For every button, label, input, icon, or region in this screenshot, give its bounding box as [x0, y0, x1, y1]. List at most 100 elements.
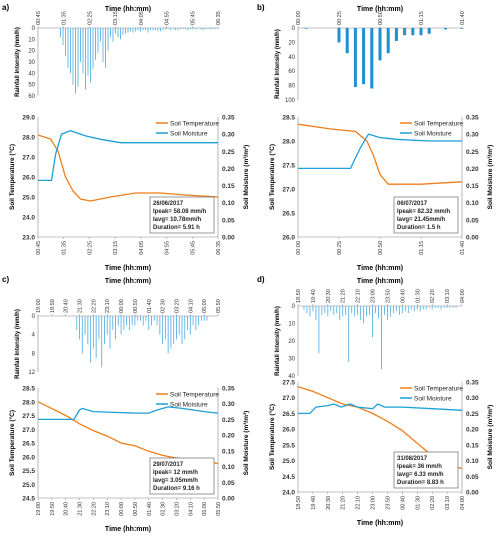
- soil-y2-tick-label: 0.25: [466, 411, 479, 418]
- soil-y-tick-label: 26.0: [22, 175, 35, 182]
- soil-y2-tick-label: 0.10: [222, 464, 235, 471]
- soil-x-tick-label: 04:10: [188, 502, 194, 516]
- event-info-line: 06/07/2017: [397, 201, 428, 207]
- rain-x-tick-label: 01:30: [415, 289, 421, 303]
- rain-bar: [134, 316, 136, 326]
- rain-bar: [192, 28, 194, 30]
- rain-bar: [70, 28, 71, 74]
- rain-bar: [187, 28, 189, 31]
- rain-bar: [212, 28, 214, 30]
- soil-x-tick-label: 04:05: [139, 241, 145, 255]
- rain-bar: [122, 28, 124, 35]
- soil-y2-tick-label: 0.10: [222, 200, 235, 207]
- rain-bar: [215, 28, 216, 30]
- event-info-line: 31/08/2017: [397, 456, 428, 462]
- rain-x-tick-label: 05:00: [202, 299, 208, 313]
- rain-bar: [72, 28, 74, 85]
- rain-y-tick-label: 20: [288, 40, 295, 46]
- soil-y-tick-label: 25.5: [22, 468, 35, 475]
- rain-bar: [87, 316, 89, 344]
- soil-x-tick-label: 02:30: [161, 502, 167, 516]
- rain-bar: [172, 28, 174, 30]
- rain-bar: [117, 316, 119, 326]
- rain-bar: [137, 316, 139, 321]
- rain-x-tick-label: 05:50: [216, 299, 222, 313]
- rain-bar: [306, 306, 308, 313]
- soil-y-tick-label: 24.0: [282, 490, 295, 497]
- rain-bar: [180, 28, 181, 30]
- rain-bar: [203, 316, 205, 321]
- rain-bar: [170, 28, 171, 31]
- rain-bar: [428, 306, 430, 308]
- rain-bar: [327, 306, 329, 317]
- rain-x-tick-label: 19:50: [50, 299, 56, 313]
- rain-bar: [95, 28, 96, 60]
- rain-bar: [131, 316, 133, 326]
- rain-x-tick-label: 21:20: [341, 289, 347, 303]
- soil-x-tick-label: 23:00: [371, 496, 377, 510]
- soil-x-tick-label: 06:35: [216, 241, 222, 255]
- rain-bar: [150, 28, 151, 31]
- rain-bar: [162, 316, 164, 344]
- soil-y2-tick-label: 0.25: [222, 417, 235, 424]
- rain-bar: [363, 306, 365, 324]
- soil-y2-tick-label: 0.30: [466, 132, 479, 139]
- rain-bar: [353, 28, 357, 88]
- rain-x-tick-label: 23:10: [105, 299, 111, 313]
- rain-bar: [206, 316, 208, 321]
- rain-bar: [452, 306, 454, 308]
- rain-bar: [337, 28, 341, 43]
- rain-bar: [386, 28, 390, 54]
- rain-x-tick-label: 04:10: [188, 299, 194, 313]
- soil-temperature-line: [37, 134, 219, 202]
- soil-x-axis-title: Time (hh:mm): [357, 265, 403, 272]
- rain-x-tick-label: 18:50: [296, 289, 302, 303]
- soil-x-tick-label: 02:20: [430, 496, 436, 510]
- soil-y-tick-label: 26.0: [282, 427, 295, 434]
- soil-y-tick-label: 23.0: [22, 235, 35, 242]
- soil-x-tick-label: 00:00: [119, 502, 125, 516]
- rain-x-tick-label: 00:00: [119, 299, 125, 313]
- soil-temperature-line: [297, 123, 463, 185]
- soil-x-tick-label: 02:25: [87, 241, 93, 255]
- rain-bar: [200, 28, 201, 30]
- rain-bar: [100, 28, 101, 42]
- event-info-line: Iavg= 21.45mm/h: [397, 217, 446, 223]
- rain-bar: [81, 316, 83, 354]
- rain-y-axis-title: Rainfall Intensity (mm/h): [15, 27, 21, 97]
- rain-bar: [207, 28, 209, 30]
- soil-y2-axis-title: Soil Moisture (m³/m³): [487, 405, 494, 470]
- soil-y-tick-label: 27.5: [22, 413, 35, 420]
- rain-x-axis-title: Time (hh:mm): [357, 6, 403, 13]
- rain-bar: [137, 28, 139, 31]
- soil-x-tick-label: 04:55: [165, 241, 171, 255]
- soil-y-tick-label: 28.0: [282, 139, 295, 146]
- rain-x-tick-label: 04:55: [165, 11, 171, 25]
- legend-moisture-label: Soil Moisture: [170, 131, 208, 138]
- rain-bar: [345, 28, 349, 54]
- rain-bar: [446, 306, 448, 308]
- rain-bar: [155, 28, 156, 31]
- rain-bar: [142, 28, 144, 31]
- soil-y2-axis-title: Soil Moisture (m³/m³): [243, 145, 250, 210]
- soil-y2-tick-label: 0.35: [222, 386, 235, 393]
- soil-x-tick-label: 03:15: [113, 241, 119, 255]
- event-info-line: Duration= 8.83 h: [397, 480, 444, 486]
- rain-bar: [304, 28, 308, 29]
- rain-bar: [189, 316, 191, 335]
- rain-bar: [167, 28, 169, 30]
- soil-x-tick-label: 00:50: [378, 241, 384, 255]
- rain-bar: [431, 306, 433, 310]
- soil-x-tick-label: 01:40: [460, 241, 466, 255]
- rain-bar: [75, 28, 76, 94]
- rain-bar: [126, 316, 128, 326]
- rainfall-chart: 0 20 40 60 80 100 00:00 00:25 00:50 01:15 01:40 Tim…: [275, 6, 466, 104]
- soil-y2-tick-label: 0.15: [466, 183, 479, 190]
- soil-y2-tick-label: 0.15: [222, 448, 235, 455]
- rain-bar: [177, 28, 179, 31]
- soil-x-tick-label: 03:20: [174, 502, 180, 516]
- rain-bar: [170, 316, 172, 349]
- rain-bar: [398, 306, 400, 315]
- panel-2: b) 0 20 40 60 80 100 00:00 00:25 00:50 01:15 01:40 T…: [257, 3, 494, 272]
- rain-bar: [351, 306, 353, 313]
